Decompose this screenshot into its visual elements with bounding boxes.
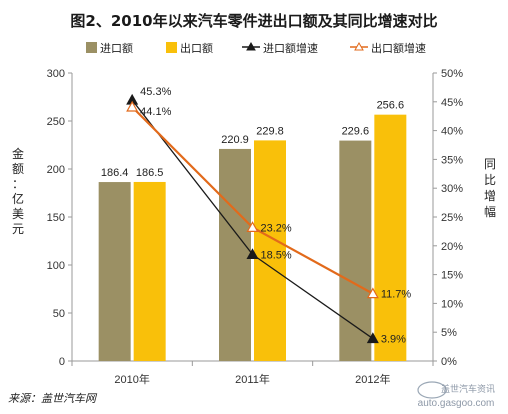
watermark-logo-ring xyxy=(417,381,447,399)
legend-marker xyxy=(354,41,364,51)
legend-label: 进口额 xyxy=(100,42,133,55)
right-tick-label: 5% xyxy=(441,327,457,339)
line-data-label: 44.1% xyxy=(140,106,171,118)
left-tick-label: 300 xyxy=(47,68,65,80)
right-tick-label: 0% xyxy=(441,356,457,368)
line-data-label: 45.3% xyxy=(140,86,171,98)
source-note: 来源：盖世汽车网 xyxy=(8,392,98,405)
x-tick-label: 2011年 xyxy=(235,372,270,386)
right-tick-label: 45% xyxy=(441,97,463,109)
line-point xyxy=(126,100,139,112)
bar xyxy=(254,140,286,361)
left-tick-label: 50 xyxy=(53,308,65,320)
left-tick-label: 100 xyxy=(47,260,65,272)
right-tick-label: 30% xyxy=(441,183,463,195)
left-tick-label: 0 xyxy=(59,356,65,368)
line-data-label: 18.5% xyxy=(261,249,292,261)
right-tick-label: 10% xyxy=(441,298,463,310)
bar-label: 229.6 xyxy=(342,126,370,138)
line-point xyxy=(246,221,259,232)
legend-label: 出口额增速 xyxy=(371,41,426,55)
left-tick-label: 250 xyxy=(47,116,65,128)
line-data-label: 3.9% xyxy=(381,334,406,346)
right-tick-label: 40% xyxy=(441,126,463,138)
legend-label: 出口额 xyxy=(180,41,213,55)
bar-label: 186.4 xyxy=(101,167,129,179)
series-line xyxy=(131,99,374,340)
line-data-label: 23.2% xyxy=(261,222,292,234)
bar xyxy=(133,181,166,361)
watermark-url: auto.gasgoo.com xyxy=(418,398,495,409)
bar xyxy=(98,182,131,361)
left-tick-label: 200 xyxy=(47,164,65,176)
line-point xyxy=(366,287,379,299)
watermark: 盖世汽车资讯 auto.gasgoo.com xyxy=(417,381,495,409)
right-tick-label: 20% xyxy=(441,241,463,253)
legend-marker xyxy=(246,41,256,51)
line-data-label: 11.7% xyxy=(381,289,412,301)
right-tick-label: 15% xyxy=(441,270,463,282)
right-axis-title: 同比增幅 xyxy=(484,157,496,219)
bar-label: 186.5 xyxy=(136,167,164,179)
legend-label: 进口额增速 xyxy=(263,41,318,55)
left-axis-title: 金额：亿美元 xyxy=(12,146,24,236)
right-tick-label: 35% xyxy=(441,154,463,166)
bar-label: 220.9 xyxy=(221,134,249,146)
bar-label: 229.8 xyxy=(256,125,284,137)
line-point xyxy=(366,332,379,344)
bar xyxy=(339,140,372,361)
bar xyxy=(219,148,251,361)
legend: 进口额 出口额 进口额增速 出口额增速 xyxy=(86,41,426,55)
right-tick-label: 50% xyxy=(441,68,463,80)
series-line xyxy=(131,106,374,295)
bar-label: 256.6 xyxy=(377,100,405,112)
line-point xyxy=(246,248,259,260)
bar xyxy=(374,114,407,361)
left-tick-label: 150 xyxy=(47,212,65,224)
right-tick-label: 25% xyxy=(441,212,463,224)
legend-swatch xyxy=(86,42,97,53)
x-tick-label: 2010年 xyxy=(114,372,149,386)
legend-swatch xyxy=(166,42,177,53)
chart-title: 图2、2010年以来汽车零件进出口额及其同比增速对比 xyxy=(70,12,437,30)
x-tick-label: 2012年 xyxy=(355,372,390,386)
watermark-name: 盖世汽车资讯 xyxy=(441,383,495,394)
